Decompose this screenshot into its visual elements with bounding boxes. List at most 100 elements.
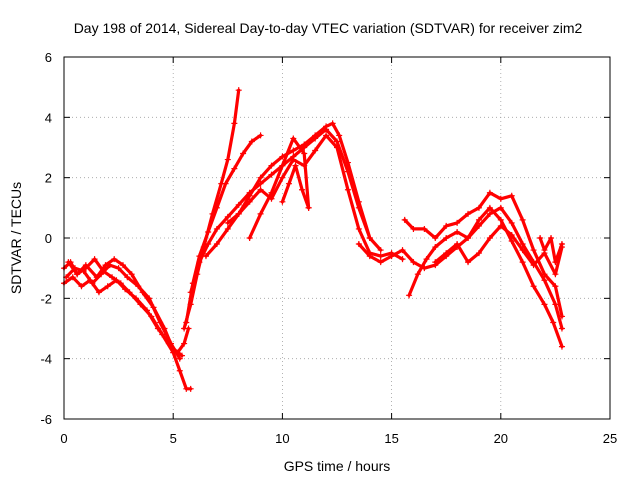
data-point-marker xyxy=(257,132,264,139)
data-point-marker xyxy=(292,162,299,169)
data-point-marker xyxy=(235,87,242,94)
data-point-marker xyxy=(224,219,231,226)
data-point-marker xyxy=(154,325,161,332)
data-point-marker xyxy=(323,132,330,139)
data-point-marker xyxy=(486,210,493,217)
data-point-marker xyxy=(355,241,362,248)
data-point-marker xyxy=(366,235,373,241)
data-point-marker xyxy=(552,301,559,308)
data-point-marker xyxy=(213,225,220,232)
data-point-marker xyxy=(366,253,373,260)
data-point-marker xyxy=(248,138,255,145)
data-point-marker xyxy=(268,162,275,169)
data-point-marker xyxy=(344,159,351,166)
data-point-marker xyxy=(104,283,111,290)
data-point-marker xyxy=(196,259,203,266)
data-point-marker xyxy=(377,247,384,254)
data-point-marker xyxy=(183,319,190,326)
data-point-marker xyxy=(443,235,450,241)
data-point-marker xyxy=(82,262,89,269)
data-point-marker xyxy=(115,265,122,272)
data-point-marker xyxy=(222,180,229,187)
data-point-marker xyxy=(508,192,515,199)
series-arc-9 xyxy=(224,132,406,263)
data-point-marker xyxy=(377,253,384,260)
series-arc-13 xyxy=(401,189,565,320)
data-point-marker xyxy=(406,292,413,299)
data-point-marker xyxy=(290,156,297,163)
data-point-marker xyxy=(279,174,286,181)
data-point-marker xyxy=(486,204,493,211)
data-point-marker xyxy=(552,259,559,266)
data-point-marker xyxy=(268,171,275,178)
data-point-marker xyxy=(334,138,340,145)
data-point-marker xyxy=(181,325,188,332)
data-point-marker xyxy=(519,259,526,266)
data-point-marker xyxy=(443,250,450,257)
data-point-marker xyxy=(548,235,555,241)
data-point-marker xyxy=(181,340,188,347)
data-point-marker xyxy=(113,277,120,284)
data-point-marker xyxy=(336,132,343,139)
data-point-marker xyxy=(552,283,559,290)
series-layer xyxy=(61,87,565,392)
data-point-marker xyxy=(410,259,417,266)
data-point-marker xyxy=(329,120,336,127)
data-point-marker xyxy=(128,271,135,278)
data-point-marker xyxy=(74,271,81,278)
data-point-marker xyxy=(95,289,102,296)
data-point-marker xyxy=(93,274,100,281)
data-point-marker xyxy=(176,355,183,362)
series-line xyxy=(403,191,564,318)
data-point-marker xyxy=(224,213,231,220)
data-point-marker xyxy=(231,165,238,172)
series-arc-10 xyxy=(246,135,312,241)
data-point-marker xyxy=(187,289,194,296)
data-point-marker xyxy=(69,274,76,281)
data-point-marker xyxy=(497,204,504,211)
y-tick-label: 6 xyxy=(45,50,52,65)
y-tick-label: -6 xyxy=(40,412,52,427)
x-tick-label: 25 xyxy=(603,431,617,446)
data-point-marker xyxy=(399,247,406,254)
data-point-marker xyxy=(279,162,286,169)
data-point-marker xyxy=(119,262,126,269)
series-arc-4 xyxy=(65,256,185,359)
data-point-marker xyxy=(78,283,85,290)
series-arc-12 xyxy=(355,204,565,332)
x-tick-label: 0 xyxy=(60,431,67,446)
data-point-marker xyxy=(257,186,264,193)
data-point-marker xyxy=(170,346,177,353)
series-arc-16 xyxy=(537,235,565,266)
data-point-marker xyxy=(344,186,351,193)
data-point-marker xyxy=(530,247,537,254)
data-point-marker xyxy=(519,247,526,254)
data-point-marker xyxy=(305,204,312,211)
chart-title: Day 198 of 2014, Sidereal Day-to-day VTE… xyxy=(74,20,583,36)
data-point-marker xyxy=(285,180,292,187)
data-point-marker xyxy=(558,343,565,350)
data-point-marker xyxy=(519,216,526,223)
plot-frame xyxy=(63,56,611,420)
data-point-marker xyxy=(519,241,526,248)
data-point-marker xyxy=(323,123,330,130)
data-point-marker xyxy=(465,210,472,217)
data-point-marker xyxy=(377,259,384,266)
data-point-marker xyxy=(150,304,157,311)
data-point-marker xyxy=(486,189,493,196)
data-point-marker xyxy=(334,144,340,151)
data-point-marker xyxy=(213,241,220,248)
grid xyxy=(64,57,610,419)
data-point-marker xyxy=(246,192,253,199)
data-point-marker xyxy=(558,313,565,320)
data-point-marker xyxy=(224,225,231,232)
data-point-marker xyxy=(187,385,194,392)
data-point-marker xyxy=(178,352,185,359)
data-point-marker xyxy=(465,259,472,266)
series-arc-5 xyxy=(181,87,242,332)
y-tick-label: 0 xyxy=(45,231,52,246)
data-point-marker xyxy=(246,235,253,241)
y-tick-label: -2 xyxy=(40,291,52,306)
data-point-marker xyxy=(111,256,118,263)
